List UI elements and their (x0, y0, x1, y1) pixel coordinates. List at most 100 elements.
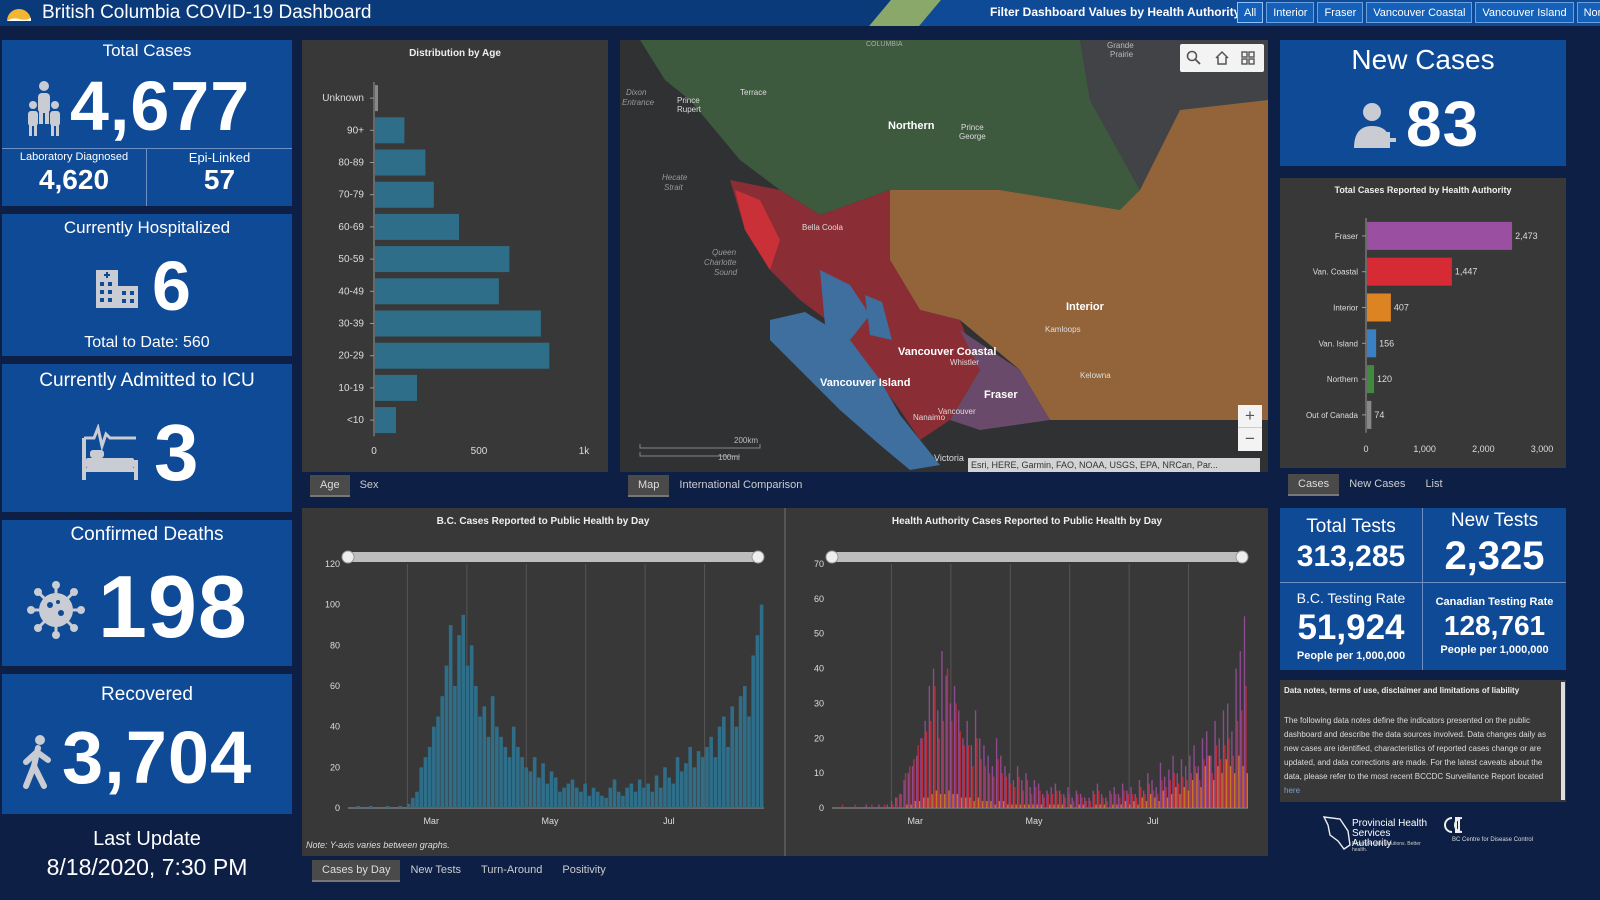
daily-bar-vancouver-coastal[interactable] (1236, 720, 1239, 808)
daily-bar-fraser[interactable] (966, 720, 968, 808)
daily-bar-vancouver-coastal[interactable] (1123, 790, 1125, 808)
daily-bar-vancouver-coastal[interactable] (1098, 790, 1100, 808)
daily-bar-fraser[interactable] (1210, 755, 1212, 808)
daily-bar-vancouver-coastal[interactable] (904, 773, 907, 808)
daily-bar-vancouver-coastal[interactable] (1085, 801, 1087, 808)
daily-bar[interactable] (574, 787, 579, 808)
daily-bar-vancouver-coastal[interactable] (1089, 801, 1092, 808)
daily-bar[interactable] (667, 777, 671, 809)
daily-bar-fraser[interactable] (1235, 668, 1237, 808)
daily-bar-fraser[interactable] (878, 804, 880, 808)
daily-bar-vancouver-coastal[interactable] (988, 773, 991, 808)
daily-bar-vancouver-coastal[interactable] (1228, 738, 1230, 808)
daily-bar-interior[interactable] (1175, 787, 1177, 808)
daily-bar-interior[interactable] (1128, 804, 1131, 808)
vancouver-island-region[interactable] (770, 312, 940, 470)
notes-link[interactable]: here (1284, 786, 1301, 795)
ha-bar[interactable] (1367, 365, 1375, 394)
daily-bar-interior[interactable] (1246, 773, 1248, 808)
daily-bar-vancouver-coastal[interactable] (1077, 794, 1079, 808)
daily-bar-vancouver-coastal[interactable] (1056, 790, 1058, 808)
daily-bar-vancouver-coastal[interactable] (1135, 797, 1138, 808)
daily-bar-vancouver-coastal[interactable] (1035, 787, 1037, 808)
daily-bar[interactable] (671, 783, 676, 808)
age-bar[interactable] (375, 310, 541, 337)
daily-bar-fraser[interactable] (1021, 780, 1023, 808)
daily-bar[interactable] (688, 747, 692, 808)
daily-bar-vancouver-coastal[interactable] (993, 776, 995, 808)
daily-bar-interior[interactable] (910, 804, 912, 808)
age-bar[interactable] (375, 117, 405, 144)
age-bar[interactable] (375, 85, 378, 112)
daily-bar-fraser[interactable] (983, 745, 985, 808)
daily-bar-fraser[interactable] (932, 668, 935, 808)
daily-bar-interior[interactable] (1099, 804, 1101, 808)
daily-bar[interactable] (751, 655, 755, 809)
daily-bar-fraser[interactable] (886, 804, 889, 808)
daily-bar[interactable] (465, 665, 470, 808)
daily-bar[interactable] (759, 604, 764, 808)
daily-bar-fraser[interactable] (1004, 766, 1006, 808)
daily-bar[interactable] (524, 767, 529, 808)
notes-scrollbar[interactable] (1561, 682, 1565, 800)
slider-handle-end[interactable] (1235, 550, 1249, 564)
daily-bar-fraser[interactable] (979, 738, 981, 808)
daily-bar-interior[interactable] (1103, 804, 1106, 808)
daily-bar-interior[interactable] (1204, 766, 1206, 808)
daily-bar[interactable] (453, 686, 457, 808)
daily-bar-interior[interactable] (1141, 797, 1143, 808)
daily-bar-vancouver-coastal[interactable] (959, 731, 961, 808)
daily-bar-interior[interactable] (977, 797, 980, 808)
daily-bar-vancouver-coastal[interactable] (1081, 797, 1083, 808)
daily-bar-fraser[interactable] (1180, 759, 1183, 808)
daily-bar-vancouver-coastal[interactable] (955, 703, 957, 808)
daily-bar[interactable] (587, 795, 592, 808)
daily-bar-fraser[interactable] (1201, 738, 1204, 808)
ha-tab-list[interactable]: List (1425, 478, 1443, 490)
age-bar[interactable] (375, 149, 426, 176)
daily-bar-fraser[interactable] (903, 780, 905, 808)
daily-bar[interactable] (755, 635, 760, 808)
daily-bar-interior[interactable] (1233, 773, 1236, 808)
daily-bar-vancouver-coastal[interactable] (900, 794, 903, 808)
daily-bar[interactable] (650, 791, 655, 808)
daily-bar-fraser[interactable] (1071, 797, 1073, 808)
daily-bar[interactable] (747, 716, 751, 809)
filter-vancouver-coastal[interactable]: Vancouver Coastal (1366, 2, 1473, 23)
daily-bar-interior[interactable] (998, 801, 1001, 808)
daily-bar-interior[interactable] (1011, 804, 1013, 808)
daily-bar[interactable] (356, 805, 361, 808)
daily-bar[interactable] (566, 783, 571, 808)
daily-bar[interactable] (398, 805, 403, 808)
age-bar[interactable] (375, 278, 499, 305)
daily-bar-interior[interactable] (944, 794, 946, 808)
daily-bar[interactable] (448, 625, 453, 808)
daily-bar[interactable] (675, 757, 680, 808)
filter-vancouver-island[interactable]: Vancouver Island (1475, 2, 1574, 23)
daily-bar-fraser[interactable] (1126, 790, 1128, 808)
zoom-in-button[interactable]: + (1238, 405, 1262, 428)
daily-bar-interior[interactable] (914, 801, 917, 808)
daily-bar-vancouver-coastal[interactable] (930, 720, 932, 808)
daily-bar-vancouver-coastal[interactable] (984, 766, 987, 808)
daily-bar[interactable] (679, 771, 684, 808)
daily-bar-fraser[interactable] (1130, 787, 1132, 808)
daily-bar-fraser[interactable] (1063, 794, 1065, 808)
daily-bar-interior[interactable] (965, 797, 967, 808)
daily-bar-fraser[interactable] (1096, 783, 1099, 808)
daily-bar-fraser[interactable] (949, 703, 952, 808)
date-range-slider[interactable] (832, 552, 1242, 562)
daily-bar-fraser[interactable] (1189, 755, 1191, 808)
data-notes-panel[interactable]: Data notes, terms of use, disclaimer and… (1280, 680, 1566, 802)
daily-bar-vancouver-coastal[interactable] (1194, 766, 1197, 808)
daily-bar-fraser[interactable] (890, 801, 893, 808)
daily-bar[interactable] (612, 779, 617, 808)
daily-bar[interactable] (507, 757, 512, 808)
daily-bar-vancouver-coastal[interactable] (892, 804, 894, 808)
daily-bar[interactable] (583, 783, 587, 808)
filter-fraser[interactable]: Fraser (1317, 2, 1364, 23)
daily-bar[interactable] (549, 771, 554, 808)
daily-bar-vancouver-coastal[interactable] (1018, 776, 1020, 808)
daily-bar[interactable] (419, 767, 424, 808)
daily-bar-vancouver-coastal[interactable] (909, 766, 911, 808)
